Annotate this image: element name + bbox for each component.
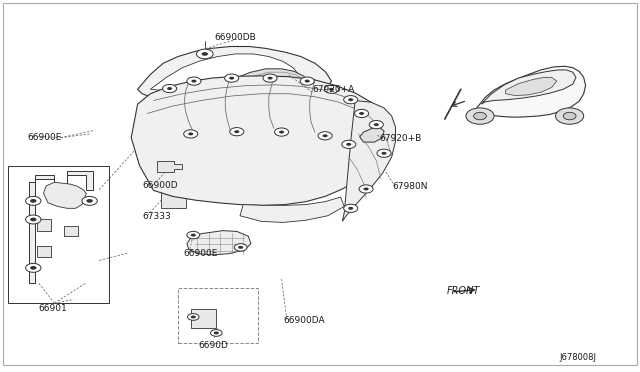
Bar: [178, 288, 258, 343]
Circle shape: [474, 112, 486, 120]
Circle shape: [229, 77, 234, 80]
Circle shape: [348, 207, 353, 210]
Text: 67920+A: 67920+A: [312, 85, 355, 94]
Circle shape: [214, 331, 219, 334]
Circle shape: [556, 108, 584, 124]
Bar: [161, 112, 205, 144]
Bar: [161, 189, 186, 208]
Circle shape: [225, 74, 239, 82]
Polygon shape: [481, 70, 576, 104]
Circle shape: [188, 132, 193, 135]
Bar: [191, 309, 216, 328]
Polygon shape: [467, 66, 586, 119]
Circle shape: [374, 123, 379, 126]
Circle shape: [355, 109, 369, 118]
Circle shape: [324, 85, 339, 93]
Circle shape: [191, 234, 196, 237]
Polygon shape: [342, 100, 396, 221]
Circle shape: [211, 330, 222, 336]
Circle shape: [348, 98, 353, 101]
Circle shape: [466, 108, 494, 124]
Text: 66900E: 66900E: [184, 249, 218, 258]
Polygon shape: [44, 182, 86, 208]
Circle shape: [238, 246, 243, 249]
Circle shape: [305, 80, 310, 83]
Circle shape: [30, 199, 36, 203]
Circle shape: [184, 130, 198, 138]
Circle shape: [187, 231, 200, 239]
Circle shape: [329, 88, 334, 91]
Circle shape: [342, 140, 356, 148]
Polygon shape: [150, 54, 300, 94]
Circle shape: [359, 112, 364, 115]
Text: 66900D: 66900D: [142, 182, 178, 190]
Circle shape: [26, 263, 41, 272]
Polygon shape: [157, 161, 182, 172]
Circle shape: [30, 218, 36, 221]
Polygon shape: [236, 69, 307, 90]
Circle shape: [300, 77, 314, 85]
Circle shape: [30, 266, 36, 270]
Circle shape: [191, 80, 196, 83]
Polygon shape: [131, 76, 390, 205]
Bar: [37, 219, 51, 231]
Polygon shape: [360, 126, 384, 142]
Circle shape: [275, 128, 289, 136]
Circle shape: [263, 74, 277, 82]
Polygon shape: [506, 77, 557, 96]
Circle shape: [167, 87, 172, 90]
Circle shape: [279, 131, 284, 134]
Circle shape: [234, 244, 247, 251]
Circle shape: [86, 199, 93, 203]
Circle shape: [187, 77, 201, 85]
Circle shape: [230, 128, 244, 136]
Circle shape: [191, 315, 196, 318]
Circle shape: [188, 314, 199, 320]
Circle shape: [318, 132, 332, 140]
Text: J678008J: J678008J: [559, 353, 596, 362]
Circle shape: [381, 152, 387, 155]
Bar: [64, 226, 78, 236]
Text: 6690D: 6690D: [198, 341, 228, 350]
Circle shape: [196, 49, 213, 59]
Text: 66901: 66901: [39, 304, 67, 313]
Bar: [37, 246, 51, 257]
Polygon shape: [138, 46, 332, 105]
Circle shape: [359, 185, 373, 193]
Circle shape: [344, 96, 358, 104]
Text: FRONT: FRONT: [447, 286, 480, 296]
Circle shape: [26, 196, 41, 205]
Bar: [268, 110, 305, 142]
Circle shape: [346, 143, 351, 146]
Circle shape: [202, 52, 208, 56]
Polygon shape: [187, 231, 251, 255]
Text: 67980N: 67980N: [392, 182, 428, 191]
Circle shape: [323, 134, 328, 137]
Circle shape: [344, 204, 358, 212]
Circle shape: [268, 77, 273, 80]
Circle shape: [364, 187, 369, 190]
Text: 66900DA: 66900DA: [284, 316, 325, 325]
Circle shape: [563, 112, 576, 120]
Polygon shape: [29, 171, 93, 283]
Polygon shape: [240, 197, 344, 222]
Circle shape: [234, 130, 239, 133]
Bar: [216, 109, 260, 142]
Text: 66900DB: 66900DB: [214, 33, 256, 42]
Bar: [315, 117, 363, 169]
Text: 67333: 67333: [142, 212, 171, 221]
Text: 67920+B: 67920+B: [380, 134, 422, 143]
Text: 66900E: 66900E: [27, 133, 61, 142]
Circle shape: [82, 196, 97, 205]
Bar: [8, 166, 109, 303]
Circle shape: [377, 149, 391, 157]
Circle shape: [369, 121, 383, 129]
Circle shape: [163, 84, 177, 93]
Circle shape: [26, 215, 41, 224]
